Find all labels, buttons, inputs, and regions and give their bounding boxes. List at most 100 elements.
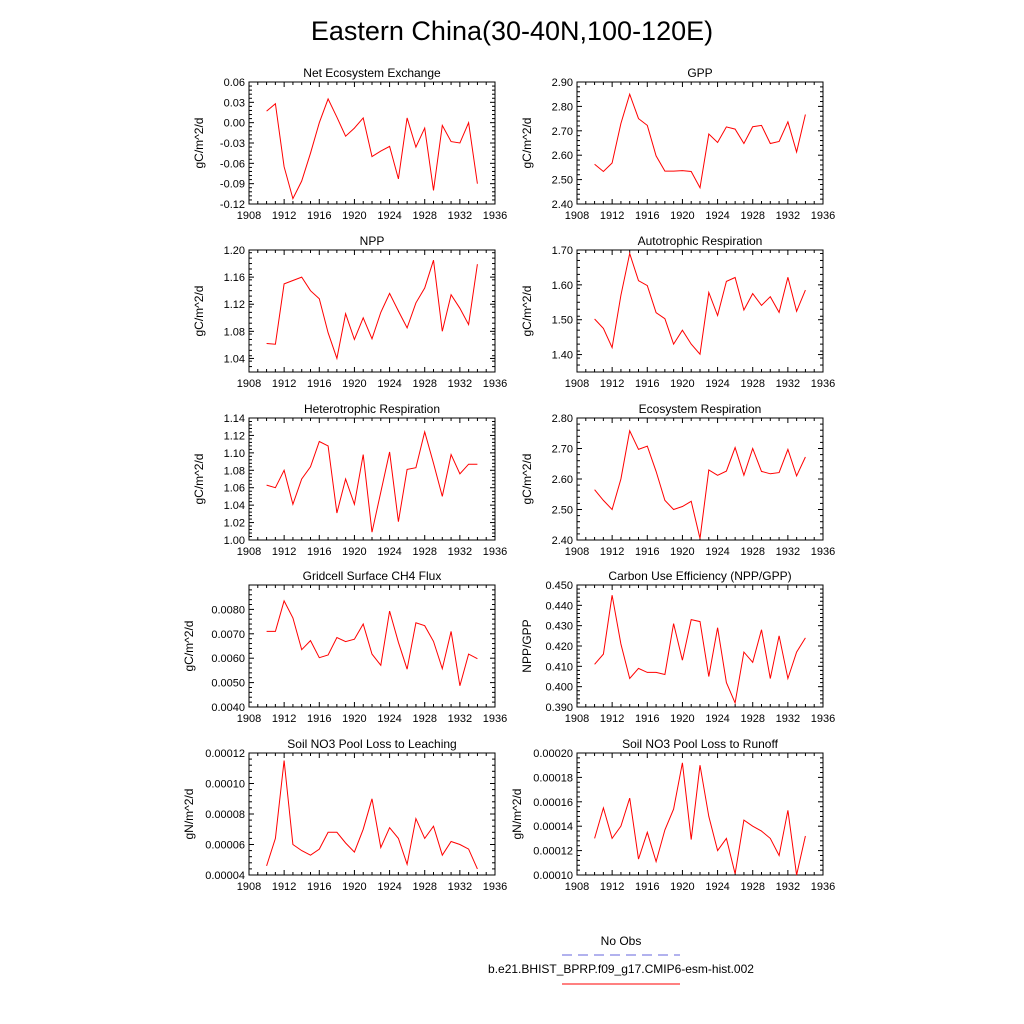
y-tick-label: 2.60 [552,474,573,486]
y-axis-label: gN/m^2/d [510,789,524,840]
y-tick-label: 1.10 [224,448,245,460]
y-tick-label: 0.0050 [211,678,245,690]
y-tick-label: 2.60 [552,150,573,162]
x-tick-label: 1932 [776,546,800,558]
x-tick-label: 1924 [377,378,401,390]
x-tick-label: 1916 [635,546,659,558]
y-axis-label: gC/m^2/d [182,621,196,672]
y-tick-label: 1.50 [552,315,573,327]
y-tick-label: 1.14 [224,413,245,425]
x-tick-label: 1908 [237,546,261,558]
y-tick-label: 0.00010 [533,870,573,882]
x-tick-label: 1928 [412,210,436,222]
x-tick-label: 1932 [448,713,472,725]
y-axis-label: gC/m^2/d [520,286,534,337]
legend: No Obs b.e21.BHIST_BPRP.f09_g17.CMIP6-es… [488,934,754,985]
x-tick-label: 1912 [272,378,296,390]
y-tick-label: 0.420 [545,641,573,653]
y-axis-label: gC/m^2/d [520,454,534,505]
y-tick-label: 0.00016 [533,797,573,809]
x-tick-label: 1912 [272,210,296,222]
series-line [594,429,806,539]
x-tick-label: 1912 [272,546,296,558]
series-line [266,599,478,686]
y-tick-label: 0.00018 [533,772,573,784]
x-tick-label: 1936 [811,713,835,725]
panel-soil-no3-pool-loss-to-leaching: Soil NO3 Pool Loss to Leaching 1908 1912 19… [182,737,507,893]
y-tick-label: -0.03 [220,138,245,150]
x-tick-label: 1916 [307,210,331,222]
y-tick-label: 1.12 [224,299,245,311]
plot-frame [248,249,496,373]
x-tick-label: 1920 [670,210,694,222]
y-axis-label: gC/m^2/d [192,454,206,505]
x-tick-label: 1932 [776,378,800,390]
x-tick-label: 1924 [377,210,401,222]
y-tick-label: 0.00 [224,118,245,130]
x-tick-label: 1908 [237,713,261,725]
x-tick-label: 1936 [483,210,507,222]
x-tick-label: 1920 [670,378,694,390]
panel-title: NPP [360,234,385,248]
x-tick-label: 1932 [776,881,800,893]
y-tick-label: 0.430 [545,621,573,633]
y-axis-label: NPP/GPP [520,619,534,672]
series-line [266,429,478,533]
y-tick-label: 0.0080 [211,604,245,616]
x-tick-label: 1936 [811,546,835,558]
panel-title: Ecosystem Respiration [639,402,762,416]
x-tick-label: 1916 [307,546,331,558]
x-tick-label: 1920 [670,546,694,558]
y-tick-label: 1.16 [224,272,245,284]
x-tick-label: 1936 [483,378,507,390]
x-tick-label: 1920 [342,210,366,222]
main-title: Eastern China(30-40N,100-120E) [311,16,713,46]
panel-ecosystem-respiration: Ecosystem Respiration 1908 1912 1916 1920 192… [520,402,835,558]
y-tick-label: 0.00020 [533,748,573,760]
x-tick-label: 1932 [448,546,472,558]
x-tick-label: 1912 [600,546,624,558]
y-tick-label: 1.08 [224,465,245,477]
x-tick-label: 1928 [740,546,764,558]
plot-frame [576,752,824,876]
x-tick-label: 1920 [670,713,694,725]
y-tick-label: 1.08 [224,326,245,338]
x-tick-label: 1936 [483,713,507,725]
series-line [266,760,478,870]
plot-frame [248,752,496,876]
y-tick-label: 0.0060 [211,653,245,665]
y-tick-label: 0.00012 [533,846,573,858]
x-tick-label: 1912 [272,881,296,893]
panel-title: Autotrophic Respiration [638,234,763,248]
x-tick-label: 1928 [740,881,764,893]
y-tick-label: 0.00014 [533,821,573,833]
x-tick-label: 1928 [740,378,764,390]
y-tick-label: 0.00004 [205,870,245,882]
panel-title: Heterotrophic Respiration [304,402,440,416]
plot-frame [576,417,824,541]
y-tick-label: 1.04 [224,500,245,512]
y-tick-label: 1.70 [552,245,573,257]
y-tick-label: 1.06 [224,483,245,495]
y-tick-label: 0.0070 [211,629,245,641]
legend-label-model-run: b.e21.BHIST_BPRP.f09_g17.CMIP6-esm-hist.… [488,962,754,976]
y-tick-label: 0.390 [545,702,573,714]
x-tick-label: 1932 [448,210,472,222]
series-line [266,260,478,361]
x-tick-label: 1924 [705,546,729,558]
panel-heterotrophic-respiration: Heterotrophic Respiration 1908 1912 1916 192… [192,402,507,558]
y-tick-label: 1.02 [224,518,245,530]
y-tick-label: 0.450 [545,580,573,592]
x-tick-label: 1916 [307,378,331,390]
y-axis-label: gN/m^2/d [182,789,196,840]
panel-carbon-use-efficiency-npp-gpp: Carbon Use Efficiency (NPP/GPP) 1908 1912 1… [520,569,835,725]
x-tick-label: 1912 [600,713,624,725]
x-tick-label: 1924 [377,881,401,893]
y-tick-label: 2.40 [552,535,573,547]
x-tick-label: 1920 [342,378,366,390]
x-tick-label: 1920 [342,713,366,725]
x-tick-label: 1916 [635,210,659,222]
x-tick-label: 1908 [565,713,589,725]
y-tick-label: 1.00 [224,535,245,547]
